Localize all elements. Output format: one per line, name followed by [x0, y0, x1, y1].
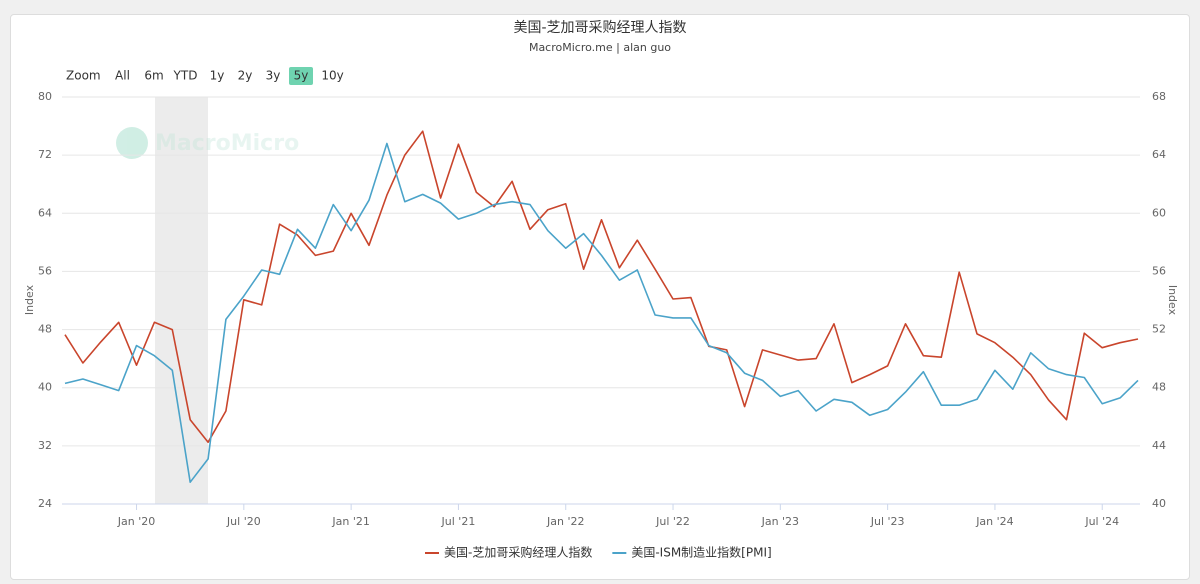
y2-tick-label: 56: [1152, 264, 1166, 277]
y-tick-label: 48: [38, 323, 52, 336]
zoom-label: Zoom: [66, 69, 101, 83]
range-button-bg: [289, 67, 313, 85]
x-tick-label: Jul '20: [226, 515, 261, 528]
y2-tick-label: 64: [1152, 148, 1166, 161]
range-button-label: 3y: [266, 69, 281, 83]
range-button[interactable]: YTD: [173, 69, 198, 83]
y2-tick-label: 52: [1152, 323, 1166, 336]
y-tick-label: 56: [38, 264, 52, 277]
x-tick-label: Jul '21: [441, 515, 476, 528]
series-line: [64, 142, 1139, 483]
x-tick-label: Jan '24: [975, 515, 1013, 528]
x-tick-label: Jan '21: [331, 515, 369, 528]
y2-tick-label: 68: [1152, 90, 1166, 103]
range-button-label: 10y: [321, 69, 343, 83]
range-button-label: YTD: [173, 69, 198, 83]
y-axis-label: Index: [23, 284, 36, 315]
y-tick-label: 24: [38, 497, 52, 510]
x-tick-label: Jan '23: [761, 515, 799, 528]
legend-label: 美国-芝加哥采购经理人指数: [444, 545, 592, 560]
y-tick-label: 80: [38, 90, 52, 103]
chart-title: 美国-芝加哥采购经理人指数: [513, 20, 686, 36]
x-tick-label: Jan '20: [117, 515, 155, 528]
range-button[interactable]: 6m: [144, 69, 163, 83]
y2-tick-label: 40: [1152, 497, 1166, 510]
x-tick-label: Jul '22: [655, 515, 690, 528]
range-button[interactable]: 5y: [289, 67, 313, 85]
y2-axis-label: Index: [1166, 285, 1179, 316]
y-tick-label: 32: [38, 439, 52, 452]
y-tick-label: 72: [38, 148, 52, 161]
watermark-text: MacroMicro: [155, 131, 299, 156]
range-button-label: All: [115, 69, 130, 83]
range-button-label: 6m: [144, 69, 163, 83]
range-button[interactable]: 2y: [238, 69, 253, 83]
range-button[interactable]: All: [115, 69, 130, 83]
y-tick-label: 40: [38, 381, 52, 394]
y2-tick-label: 48: [1152, 381, 1166, 394]
range-button-label: 1y: [210, 69, 225, 83]
range-button[interactable]: 1y: [210, 69, 225, 83]
range-button[interactable]: 3y: [266, 69, 281, 83]
y-tick-label: 64: [38, 206, 52, 219]
y2-tick-label: 60: [1152, 206, 1166, 219]
x-tick-label: Jul '23: [870, 515, 905, 528]
x-tick-label: Jul '24: [1084, 515, 1119, 528]
legend-label: 美国-ISM制造业指数[PMI]: [631, 545, 771, 560]
range-button[interactable]: 10y: [321, 69, 343, 83]
range-button-label: 2y: [238, 69, 253, 83]
series-line: [64, 130, 1139, 443]
recession-shade: [155, 97, 208, 504]
range-button-label: 5y: [294, 69, 309, 83]
y2-tick-label: 44: [1152, 439, 1166, 452]
watermark: MacroMicro: [116, 127, 299, 159]
chart-subtitle: MacroMicro.me | alan guo: [529, 41, 671, 54]
x-tick-label: Jan '22: [546, 515, 584, 528]
